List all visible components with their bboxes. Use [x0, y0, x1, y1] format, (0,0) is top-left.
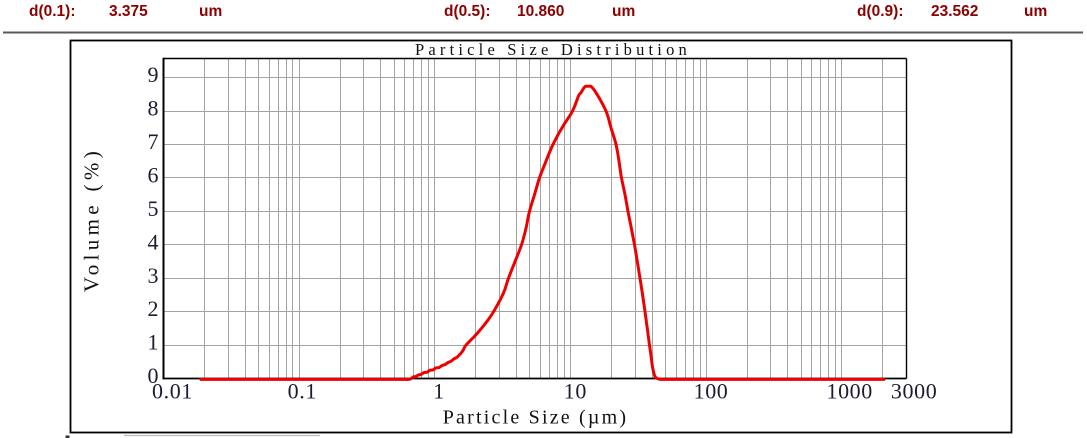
svg-text:Particle Size Distribution: Particle Size Distribution	[415, 40, 691, 59]
svg-text:um: um	[1024, 3, 1047, 20]
svg-text:100: 100	[694, 378, 729, 403]
svg-text:0.01: 0.01	[152, 378, 193, 403]
svg-text:6: 6	[148, 162, 159, 187]
svg-text:d(0.1):: d(0.1):	[29, 3, 76, 20]
svg-text:0.1: 0.1	[288, 378, 317, 403]
svg-text:um: um	[199, 3, 222, 20]
svg-text:Particle Size (µm): Particle Size (µm)	[443, 407, 629, 429]
svg-text:d(0.5):: d(0.5):	[444, 3, 491, 20]
svg-text:0: 0	[148, 363, 159, 388]
svg-text:10.860: 10.860	[517, 3, 564, 20]
svg-text:23.562: 23.562	[931, 3, 978, 20]
svg-text:10: 10	[564, 378, 587, 403]
svg-text:1000: 1000	[826, 378, 872, 403]
svg-text:1: 1	[433, 378, 445, 403]
svg-text:Volume (%): Volume (%)	[80, 147, 104, 292]
svg-text:2: 2	[148, 296, 159, 321]
svg-text:3000: 3000	[891, 378, 937, 403]
svg-text:7: 7	[148, 129, 159, 154]
svg-text:d(0.9):: d(0.9):	[857, 3, 904, 20]
svg-text:9: 9	[148, 62, 159, 87]
svg-text:4: 4	[148, 229, 159, 254]
svg-text:3: 3	[148, 263, 159, 288]
svg-text:3.375: 3.375	[109, 3, 148, 20]
svg-text:8: 8	[148, 96, 159, 121]
svg-text:um: um	[612, 3, 635, 20]
svg-text:1: 1	[148, 330, 159, 355]
svg-text:5: 5	[148, 196, 159, 221]
